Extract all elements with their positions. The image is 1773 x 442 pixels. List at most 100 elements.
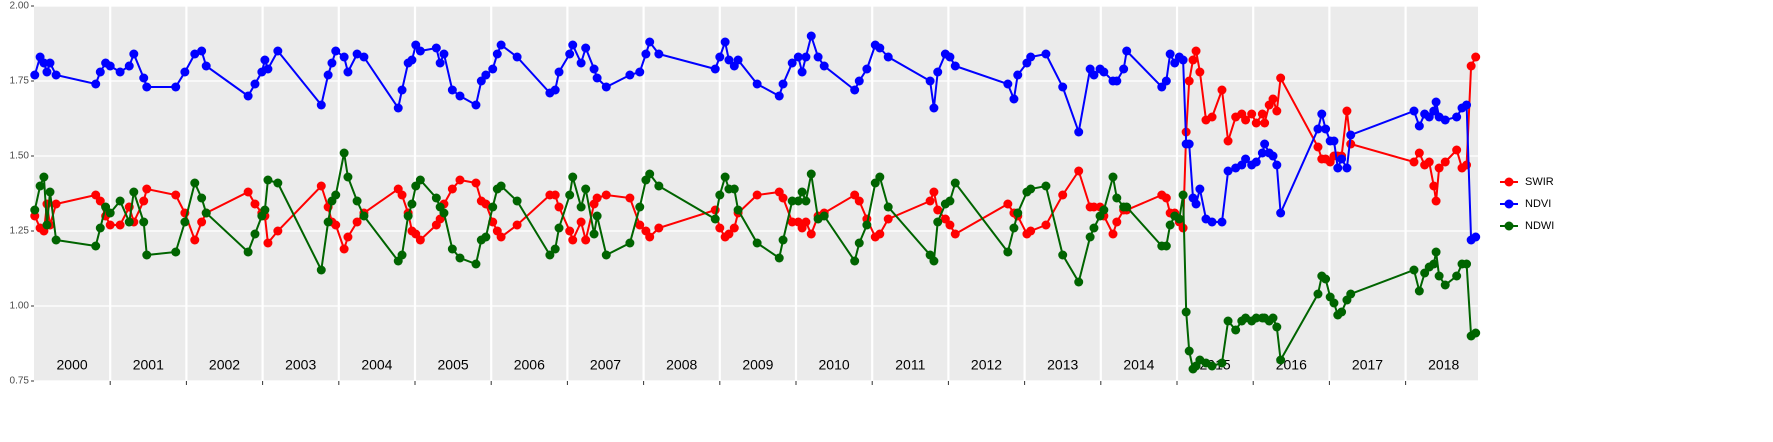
data-point — [39, 172, 49, 182]
data-point — [1165, 220, 1175, 230]
data-point — [481, 199, 491, 209]
data-point — [592, 73, 602, 83]
data-point — [550, 190, 560, 200]
data-point — [945, 196, 955, 206]
data-point — [1414, 121, 1424, 131]
data-point — [481, 70, 491, 80]
data-point — [945, 52, 955, 62]
data-point — [105, 220, 115, 230]
data-point — [129, 49, 139, 59]
data-point — [331, 46, 341, 56]
data-point — [1058, 250, 1068, 260]
data-point — [1009, 223, 1019, 233]
data-point — [105, 61, 115, 71]
data-point — [1223, 316, 1233, 326]
data-point — [1471, 328, 1481, 338]
data-point — [1217, 217, 1227, 227]
data-point — [512, 196, 522, 206]
data-point — [431, 43, 441, 53]
data-point — [1440, 115, 1450, 125]
data-point — [1337, 307, 1347, 317]
data-point — [1414, 286, 1424, 296]
year-label: 2001 — [133, 357, 164, 373]
data-point — [1429, 181, 1439, 191]
data-point — [1313, 124, 1323, 134]
data-point — [190, 235, 200, 245]
data-point — [260, 205, 270, 215]
data-point — [343, 232, 353, 242]
data-point — [733, 205, 743, 215]
data-point — [1257, 148, 1267, 158]
data-point — [1217, 85, 1227, 95]
data-point — [1013, 208, 1023, 218]
data-point — [1122, 46, 1132, 56]
data-point — [1268, 313, 1278, 323]
data-point — [273, 226, 283, 236]
data-point — [875, 172, 885, 182]
data-point — [589, 64, 599, 74]
data-point — [407, 199, 417, 209]
data-point — [1431, 247, 1441, 257]
data-point — [710, 214, 720, 224]
data-point — [488, 202, 498, 212]
data-point — [447, 184, 457, 194]
data-point — [1260, 118, 1270, 128]
data-point — [95, 67, 105, 77]
data-point — [45, 187, 55, 197]
data-point — [393, 103, 403, 113]
data-point — [1440, 157, 1450, 167]
legend-key-point — [1504, 199, 1514, 209]
year-label: 2008 — [666, 357, 697, 373]
data-point — [554, 67, 564, 77]
data-point — [435, 58, 445, 68]
data-point — [327, 58, 337, 68]
data-point — [139, 73, 149, 83]
data-point — [142, 82, 152, 92]
data-point — [1272, 106, 1282, 116]
data-point — [51, 199, 61, 209]
data-point — [95, 223, 105, 233]
data-point — [1452, 112, 1462, 122]
data-point — [407, 55, 417, 65]
data-point — [635, 220, 645, 230]
data-point — [862, 64, 872, 74]
y-tick-label: 1.50 — [10, 151, 30, 162]
data-point — [496, 181, 506, 191]
data-point — [1342, 163, 1352, 173]
data-point — [1313, 289, 1323, 299]
data-point — [545, 250, 555, 260]
data-point — [752, 238, 762, 248]
data-point — [883, 202, 893, 212]
data-point — [352, 49, 362, 59]
data-point — [554, 202, 564, 212]
data-point — [496, 232, 506, 242]
data-point — [471, 100, 481, 110]
data-point — [1003, 247, 1013, 257]
y-tick-label: 0.75 — [10, 376, 30, 387]
data-point — [197, 46, 207, 56]
data-point — [1003, 199, 1013, 209]
data-point — [415, 46, 425, 56]
data-point — [455, 175, 465, 185]
data-point — [933, 67, 943, 77]
data-point — [105, 208, 115, 218]
data-point — [447, 85, 457, 95]
data-point — [806, 169, 816, 179]
data-point — [592, 193, 602, 203]
data-point — [171, 247, 181, 257]
data-point — [1108, 172, 1118, 182]
data-point — [1251, 118, 1261, 128]
year-label: 2004 — [361, 357, 392, 373]
data-point — [819, 211, 829, 221]
data-point — [42, 220, 52, 230]
data-point — [1207, 112, 1217, 122]
data-point — [481, 232, 491, 242]
data-point — [1195, 184, 1205, 194]
legend-key-point — [1504, 177, 1514, 187]
data-point — [854, 238, 864, 248]
data-point — [813, 52, 823, 62]
y-tick-label: 1.75 — [10, 76, 30, 87]
data-point — [945, 220, 955, 230]
data-point — [91, 241, 101, 251]
